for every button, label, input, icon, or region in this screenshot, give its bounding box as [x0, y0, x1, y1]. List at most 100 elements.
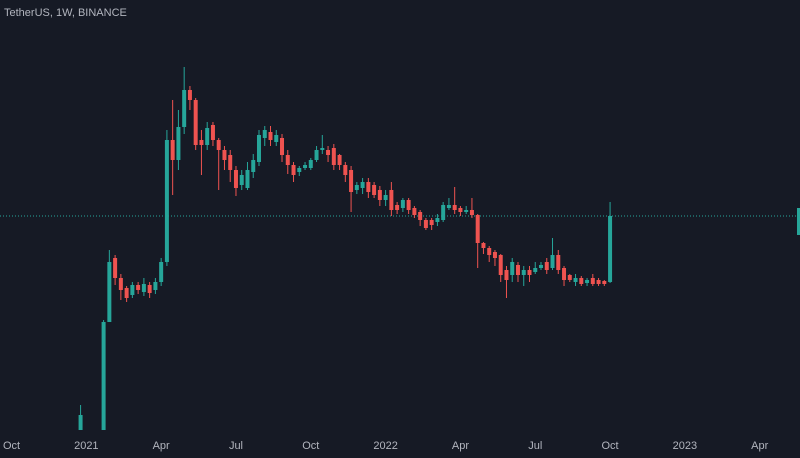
candle-body: [164, 140, 169, 262]
candle-body: [251, 160, 256, 172]
candle-body: [435, 218, 440, 222]
candle-body: [199, 140, 204, 145]
candle-body: [458, 208, 463, 212]
candle-body: [101, 322, 106, 430]
candle-body: [141, 284, 146, 292]
candle-body: [608, 216, 613, 282]
candle-body: [573, 278, 578, 282]
candle-body: [372, 185, 377, 195]
candle-body: [280, 138, 285, 155]
candle-body: [326, 150, 331, 155]
candle-body: [360, 182, 365, 188]
candle-body: [245, 170, 250, 188]
candle-body: [377, 190, 382, 200]
candle-body: [285, 155, 290, 165]
candle-body: [464, 210, 469, 212]
candle-body: [400, 200, 405, 208]
candle-body: [268, 132, 273, 140]
x-tick-label: Jul: [528, 440, 542, 452]
x-tick-label: Jul: [229, 440, 243, 452]
candle-body: [481, 243, 486, 248]
candle-body: [205, 128, 210, 145]
candle-body: [395, 205, 400, 210]
candle-body: [291, 165, 296, 175]
x-tick-label: Apr: [452, 440, 469, 452]
candle-body: [193, 100, 198, 145]
candle-body: [343, 165, 348, 175]
chart-title: TetherUS, 1W, BINANCE: [4, 7, 127, 19]
candle-body: [562, 268, 567, 280]
candle-body: [153, 282, 158, 290]
candle-body: [412, 208, 417, 215]
candle-body: [498, 255, 503, 275]
candle-body: [567, 275, 572, 280]
candle-body: [222, 150, 227, 160]
candle-body: [585, 280, 590, 283]
candle-body: [544, 262, 549, 270]
candle-body: [579, 278, 584, 284]
x-tick-label: Oct: [3, 440, 20, 452]
candle-body: [527, 270, 532, 275]
candle-body: [504, 270, 509, 280]
candle-body: [602, 281, 607, 284]
candle-body: [216, 140, 221, 150]
candle-body: [228, 155, 233, 170]
candle-body: [210, 125, 215, 140]
candle-body: [539, 265, 544, 268]
candle-body: [423, 220, 428, 228]
candle-body: [556, 255, 561, 270]
x-tick-label: 2023: [673, 440, 697, 452]
candle-body: [389, 190, 394, 210]
x-tick-label: Apr: [153, 440, 170, 452]
candle-body: [429, 220, 434, 225]
candle-body: [475, 215, 480, 243]
candle-body: [533, 268, 538, 272]
candle-body: [274, 135, 279, 142]
candle-body: [337, 155, 342, 165]
candle-body: [441, 205, 446, 220]
candle-body: [550, 255, 555, 268]
x-tick-label: Apr: [751, 440, 768, 452]
candle-body: [113, 258, 118, 278]
candle-body: [596, 280, 601, 284]
candle-body: [349, 170, 354, 192]
candle-body: [136, 285, 141, 290]
x-tick-label: Oct: [602, 440, 619, 452]
candle-body: [187, 90, 192, 100]
candle-body: [590, 278, 595, 284]
candle-body: [487, 248, 492, 255]
candle-body: [159, 262, 164, 282]
candle-body: [147, 285, 152, 293]
candle-body: [233, 170, 238, 188]
candle-body: [107, 262, 112, 322]
candle-body: [130, 285, 135, 295]
candle-body: [354, 185, 359, 190]
candle-body: [366, 182, 371, 192]
candle-body: [320, 148, 325, 150]
candle-body: [492, 252, 497, 258]
candle-body: [452, 205, 457, 210]
candle-body: [256, 135, 261, 162]
candle-body: [303, 165, 308, 168]
candle-body: [118, 278, 123, 290]
candle-body: [515, 265, 520, 275]
candle-body: [510, 262, 515, 275]
candle-body: [521, 270, 526, 275]
candle-body: [406, 200, 411, 210]
candle-body: [170, 140, 175, 160]
candle-body: [124, 288, 129, 298]
candle-body: [383, 195, 388, 200]
candle-body: [78, 415, 83, 430]
candle-body: [308, 160, 313, 168]
x-tick-label: 2022: [373, 440, 397, 452]
candle-body: [469, 210, 474, 215]
candle-body: [297, 168, 302, 172]
candle-body: [182, 90, 187, 127]
candle-body: [418, 212, 423, 220]
candle-body: [176, 127, 181, 160]
candle-body: [446, 205, 451, 208]
candle-body: [331, 148, 336, 165]
